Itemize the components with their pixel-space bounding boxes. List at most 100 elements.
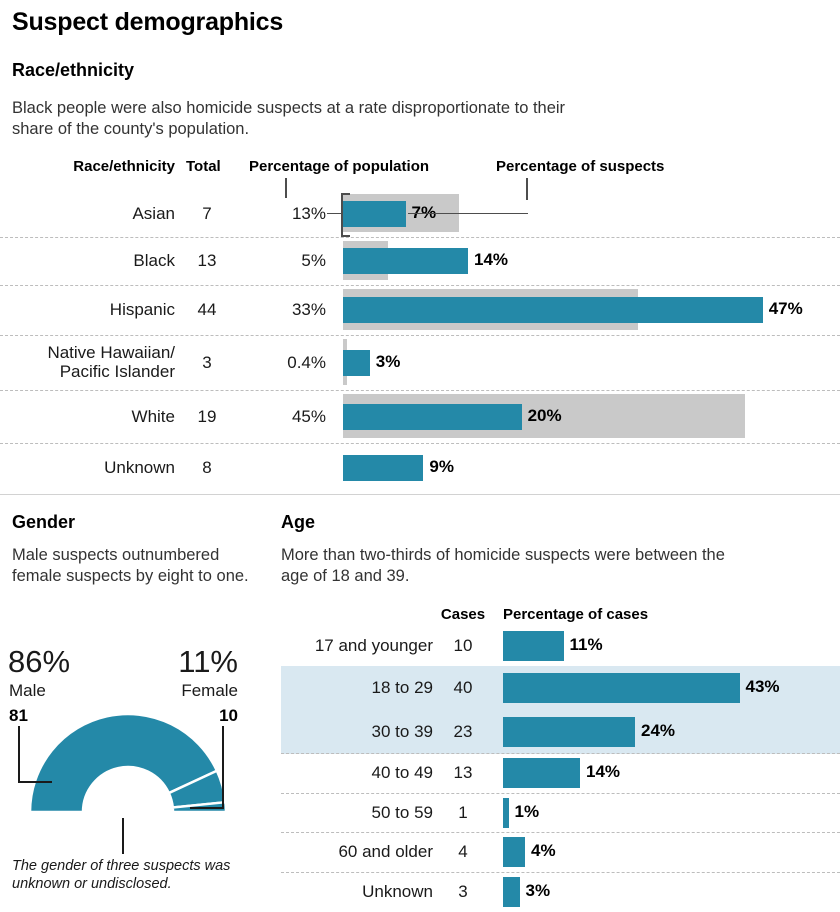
age-percentage-value-label: 3% <box>525 881 551 900</box>
race-section-heading: Race/ethnicity <box>12 60 135 80</box>
race-row-total: 44 <box>197 300 217 319</box>
race-row-population-percent: 45% <box>291 406 326 426</box>
male-percentage: 86% <box>8 644 71 679</box>
population-header-leader-line <box>285 178 287 198</box>
gender-semi-donut-chart <box>28 712 228 814</box>
race-suspects-value-label: 7% <box>411 202 437 222</box>
age-row-bar-area: 24% <box>503 710 840 753</box>
age-percentage-bar <box>503 758 580 788</box>
race-suspects-bar <box>343 455 424 481</box>
race-row-total: 3 <box>202 352 212 372</box>
race-row-total: 8 <box>202 458 212 477</box>
female-percentage: 11% <box>178 644 238 679</box>
female-leader-line-horizontal <box>190 807 224 809</box>
race-row-population-percent: 33% <box>291 300 326 319</box>
age-row-cases: 10 <box>453 636 473 655</box>
age-table-row: 17 and younger 10 11% <box>281 626 840 667</box>
race-row-label: Unknown <box>104 458 175 477</box>
race-suspects-bar <box>343 349 370 376</box>
age-row-bar-area: 11% <box>503 626 840 666</box>
age-percentage-value-label: 11% <box>569 635 603 654</box>
race-column-header-label: Race/ethnicity <box>73 158 175 175</box>
race-row-bar-area: 9% <box>343 443 840 493</box>
race-table-row: Unknown 8 9% <box>0 443 840 493</box>
age-row-label: 17 and younger <box>314 636 433 655</box>
age-percentage-bar <box>503 837 525 867</box>
race-section-deck: Black people were also homicide suspects… <box>12 99 566 138</box>
race-row-label: Hispanic <box>109 300 175 319</box>
age-table-row: 50 to 59 1 1% <box>281 793 840 833</box>
race-column-header-suspects: Percentage of suspects <box>496 158 665 175</box>
age-row-bar-area: 1% <box>503 793 840 832</box>
suspects-header-leader-line <box>526 178 528 200</box>
age-section-deck: More than two-thirds of homicide suspect… <box>281 546 725 585</box>
race-row-bar-area: 20% <box>343 390 840 443</box>
race-suspects-bar <box>343 248 469 274</box>
age-row-label: 40 to 49 <box>371 763 433 782</box>
race-suspects-value-label: 9% <box>429 457 454 476</box>
race-row-total: 19 <box>197 406 217 426</box>
race-row-label: Native Hawaiian/Pacific Islander <box>47 342 175 381</box>
race-row-bar-area: 47% <box>343 285 840 335</box>
male-count: 81 <box>9 706 28 725</box>
race-table-row: Native Hawaiian/Pacific Islander 3 0.4% 3% <box>0 335 840 391</box>
age-column-header-percentage: Percentage of cases <box>503 606 649 623</box>
female-label: Female <box>181 681 238 700</box>
race-column-header-total: Total <box>186 158 221 175</box>
age-row-bar-area: 3% <box>503 872 840 912</box>
section-divider <box>0 494 840 495</box>
age-row-cases: 23 <box>453 721 473 741</box>
female-count: 10 <box>219 706 238 725</box>
age-row-cases: 4 <box>458 842 468 861</box>
race-row-label: Asian <box>132 203 175 223</box>
gender-section-deck: Male suspects outnumbered female suspect… <box>12 546 249 585</box>
age-table-row: 18 to 29 40 43% <box>281 666 840 711</box>
suspects-value-connector <box>408 212 528 215</box>
age-section-heading: Age <box>281 512 316 532</box>
male-slice <box>28 712 219 814</box>
age-percentage-bar <box>503 877 520 907</box>
race-row-bar-area: 3% <box>343 335 840 390</box>
age-row-label: 50 to 59 <box>371 802 433 822</box>
race-row-label: Black <box>133 251 175 270</box>
male-label: Male <box>9 681 46 700</box>
age-row-bar-area: 4% <box>503 832 840 872</box>
age-row-label: 30 to 39 <box>371 721 433 741</box>
age-table-row: 30 to 39 23 24% <box>281 710 840 754</box>
race-suspects-value-label: 20% <box>527 405 562 425</box>
race-suspects-value-label: 47% <box>768 299 803 318</box>
race-suspects-value-label: 3% <box>375 351 401 371</box>
age-percentage-value-label: 1% <box>514 801 540 821</box>
age-percentage-value-label: 24% <box>641 720 676 740</box>
race-table-row: White 19 45% 20% <box>0 390 840 444</box>
age-row-label: 60 and older <box>338 842 433 861</box>
race-row-total: 13 <box>197 251 217 270</box>
race-table-row: Hispanic 44 33% 47% <box>0 285 840 336</box>
unknown-leader-line <box>122 818 124 854</box>
population-value-connector <box>327 212 341 215</box>
age-row-label: Unknown <box>362 882 433 901</box>
race-row-label: White <box>131 406 175 426</box>
age-percentage-value-label: 14% <box>586 762 621 781</box>
age-percentage-value-label: 4% <box>531 841 556 860</box>
race-column-header-population: Percentage of population <box>249 158 430 175</box>
race-suspects-bar <box>343 200 406 227</box>
age-percentage-bar <box>503 631 564 661</box>
page-title: Suspect demographics <box>12 8 284 36</box>
age-row-cases: 3 <box>458 882 468 901</box>
female-leader-line-vertical <box>222 726 224 808</box>
race-row-population-percent: 0.4% <box>287 352 326 372</box>
age-percentage-value-label: 43% <box>745 677 780 696</box>
age-row-cases: 40 <box>453 678 473 697</box>
male-leader-line-horizontal <box>18 781 52 783</box>
age-table-row: Unknown 3 3% <box>281 872 840 912</box>
age-percentage-bar <box>503 673 740 703</box>
gender-section-heading: Gender <box>12 512 76 532</box>
age-percentage-bar <box>503 716 635 747</box>
age-column-header-cases: Cases <box>440 606 486 623</box>
age-percentage-bar <box>503 797 509 828</box>
race-row-population-percent: 5% <box>301 251 326 270</box>
race-suspects-bar <box>343 297 763 323</box>
age-table-row: 40 to 49 13 14% <box>281 753 840 794</box>
age-row-cases: 13 <box>453 763 473 782</box>
